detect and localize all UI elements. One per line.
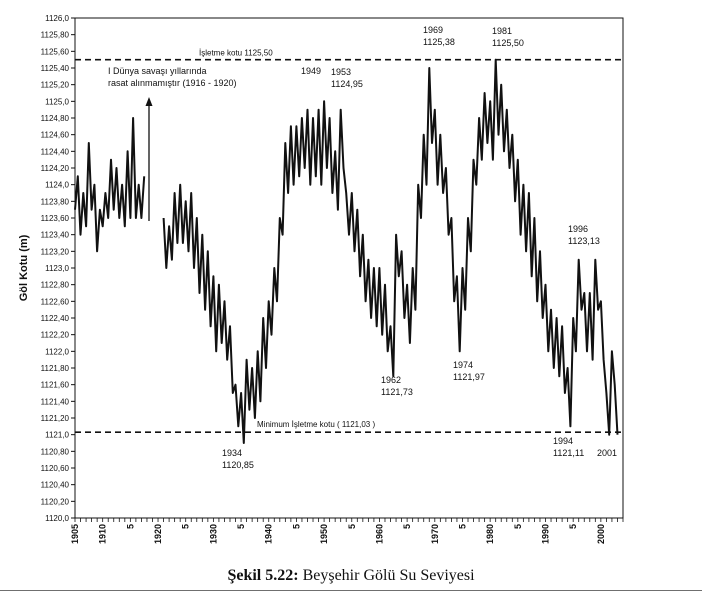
- y-axis-label: Göl Kotu (m): [18, 234, 30, 301]
- y-tick-label: 1122,20: [41, 331, 70, 340]
- y-tick-label: 1121,80: [41, 364, 70, 373]
- y-tick-label: 1124,40: [41, 147, 70, 156]
- y-tick-label: 1125,60: [41, 47, 70, 56]
- figure-caption-label: Şekil 5.22:: [227, 567, 299, 584]
- y-tick-label: 1120,0: [45, 514, 69, 523]
- x-tick-label: 5: [125, 524, 135, 529]
- reference-lines: İşletme kotu 1125,50 Minimum İşletme kotu…: [75, 49, 623, 433]
- annotation-1934-value: 1120,85: [222, 460, 254, 470]
- x-tick-label: 5: [568, 524, 578, 529]
- annotation-1981-year: 1981: [492, 26, 512, 36]
- war-gap-note: I Dünya savaşı yıllarında rasat alınmamı…: [108, 66, 237, 221]
- x-tick-label: 5: [181, 524, 191, 529]
- series-layer: [74, 58, 619, 444]
- y-tick-label: 1126,0: [45, 14, 69, 23]
- y-tick-label: 1120,40: [41, 481, 70, 490]
- x-tick-label: 5: [402, 524, 412, 529]
- x-tick-label: 1905: [70, 524, 80, 544]
- page-bottom-rule: [0, 590, 702, 591]
- y-tick-label: 1123,0: [45, 264, 69, 273]
- y-tick-label: 1125,20: [41, 81, 70, 90]
- x-tick-label: 1980: [485, 524, 495, 544]
- minimum-level-label: Minimum İşletme kotu ( 1121,03 ): [257, 420, 375, 429]
- annotation-1996-year: 1996: [568, 224, 588, 234]
- annotation-1974-year: 1974: [453, 360, 473, 370]
- annotation-1934-year: 1934: [222, 448, 242, 458]
- war-gap-note-line1: I Dünya savaşı yıllarında: [108, 66, 207, 76]
- y-tick-label: 1122,60: [41, 297, 70, 306]
- x-tick-label: 1950: [319, 524, 329, 544]
- annotation-1949-year: 1949: [301, 66, 321, 76]
- figure-caption: Şekil 5.22: Beyşehir Gölü Su Seviyesi: [0, 567, 702, 585]
- annotation-1962-value: 1121,73: [381, 387, 413, 397]
- lake-level-line-segment-2: [162, 58, 619, 444]
- y-tick-label: 1121,40: [41, 397, 70, 406]
- war-gap-note-line2: rasat alınmamıştır (1916 - 1920): [108, 78, 237, 88]
- y-tick-label: 1120,60: [41, 464, 70, 473]
- y-tick-label: 1120,20: [41, 497, 70, 506]
- annotation-1969-year: 1969: [423, 25, 443, 35]
- y-tick-label: 1124,60: [41, 131, 70, 140]
- y-tick-label: 1125,40: [41, 64, 70, 73]
- annotation-1994-year: 1994: [553, 436, 573, 446]
- x-tick-label: 2000: [596, 524, 606, 544]
- x-axis-ticks: 1905 1910 5 1920 5 1930 5 1940 5 1950 5 1960 5 1970 5 1…: [70, 518, 624, 544]
- annotation-1994-value: 1121,11: [553, 448, 584, 458]
- x-tick-label: 1960: [374, 524, 384, 544]
- annotation-1974-value: 1121,97: [453, 372, 485, 382]
- y-tick-label: 1122,40: [41, 314, 70, 323]
- y-tick-label: 1124,20: [41, 164, 70, 173]
- y-tick-label: 1124,0: [45, 181, 69, 190]
- annotation-1953-year: 1953: [331, 67, 351, 77]
- war-gap-arrow-head: [145, 97, 153, 106]
- y-tick-label: 1125,0: [45, 97, 69, 106]
- figure-caption-text: Beyşehir Gölü Su Seviyesi: [302, 567, 475, 584]
- x-tick-label: 1910: [98, 524, 108, 544]
- annotation-2001-year: 2001: [597, 448, 617, 458]
- x-tick-label: 5: [513, 524, 523, 529]
- x-tick-label: 1920: [153, 524, 163, 544]
- y-tick-label: 1122,80: [41, 281, 70, 290]
- point-annotations: 1934 1120,85 1949 1953 1124,95 1962 1121…: [222, 25, 617, 470]
- x-tick-label: 1930: [208, 524, 218, 544]
- y-tick-label: 1124,80: [41, 114, 70, 123]
- annotation-1962-year: 1962: [381, 375, 401, 385]
- x-tick-label: 1940: [264, 524, 274, 544]
- x-tick-label: 5: [236, 524, 246, 529]
- y-tick-label: 1121,60: [41, 381, 70, 390]
- plot-area-frame: [74, 17, 624, 519]
- x-tick-label: 1970: [430, 524, 440, 544]
- annotation-1996-value: 1123,13: [568, 236, 600, 246]
- annotation-1969-value: 1125,38: [423, 37, 455, 47]
- annotation-1981-value: 1125,50: [492, 38, 524, 48]
- y-tick-label: 1121,0: [45, 431, 69, 440]
- x-tick-label: 5: [291, 524, 301, 529]
- y-axis-ticks: 1120,0 1120,20 1120,40 1120,60 1120,80 1121,0…: [41, 14, 75, 523]
- x-tick-label: 5: [347, 524, 357, 529]
- y-tick-label: 1122,0: [45, 347, 69, 356]
- y-tick-label: 1123,60: [41, 214, 70, 223]
- y-tick-label: 1121,20: [41, 414, 70, 423]
- lake-level-line-segment-1: [74, 117, 146, 253]
- y-tick-label: 1123,80: [41, 197, 70, 206]
- y-tick-label: 1123,40: [41, 231, 70, 240]
- operating-level-label: İşletme kotu 1125,50: [199, 49, 273, 58]
- y-tick-label: 1123,20: [41, 247, 70, 256]
- x-tick-label: 5: [457, 524, 467, 529]
- y-tick-label: 1120,80: [41, 447, 70, 456]
- x-tick-label: 1990: [541, 524, 551, 544]
- annotation-1953-value: 1124,95: [331, 79, 363, 89]
- y-tick-label: 1125,80: [41, 31, 70, 40]
